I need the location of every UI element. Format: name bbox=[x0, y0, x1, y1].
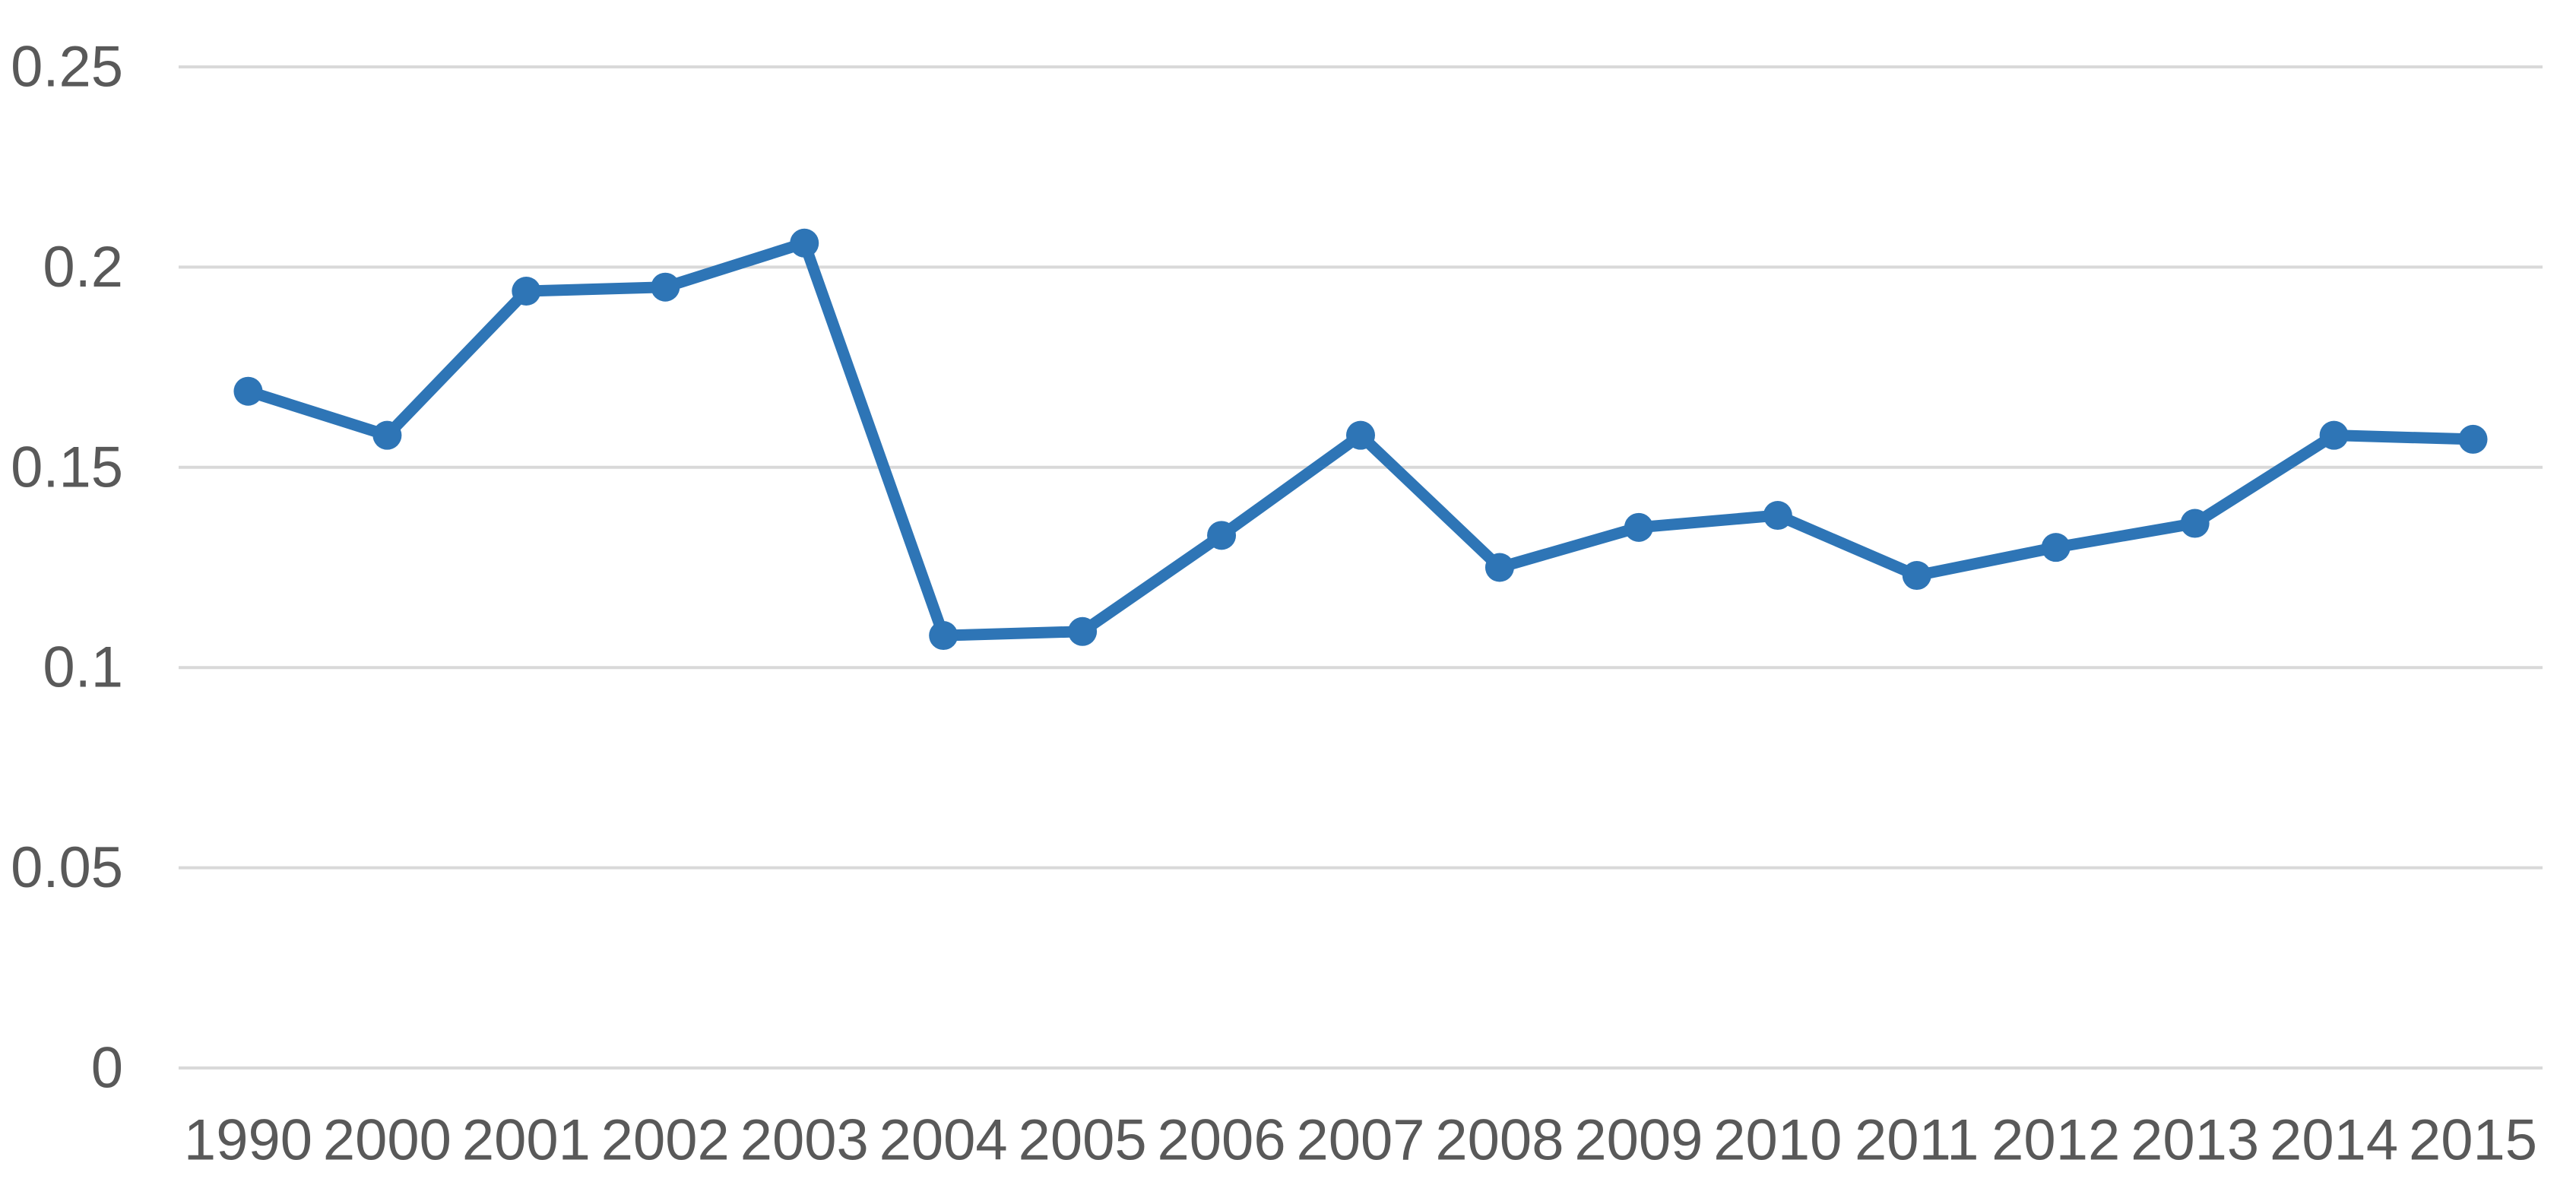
data-point-marker bbox=[1484, 553, 1514, 582]
gridlines-group bbox=[179, 65, 2543, 1069]
data-point-marker bbox=[2319, 420, 2349, 450]
y-axis-tick-labels: 0 0.05 0.1 0.15 0.2 0.25 bbox=[11, 35, 123, 1101]
data-point-marker bbox=[1763, 501, 1792, 531]
x-axis-tick-label: 2007 bbox=[1296, 1108, 1424, 1173]
x-axis-tick-label: 2013 bbox=[2131, 1108, 2259, 1173]
data-point-marker bbox=[512, 277, 541, 306]
data-point-marker bbox=[372, 420, 402, 450]
x-axis-tick-label: 2015 bbox=[2409, 1108, 2537, 1173]
x-axis-tick-label: 2010 bbox=[1713, 1108, 1842, 1173]
y-axis-tick-label: 0 bbox=[91, 1036, 123, 1101]
data-point-marker bbox=[1902, 561, 1931, 591]
x-axis-tick-label: 2012 bbox=[1991, 1108, 2120, 1173]
x-axis-tick-label: 2009 bbox=[1574, 1108, 1703, 1173]
data-point-marker bbox=[2180, 509, 2210, 538]
data-point-marker bbox=[1207, 521, 1237, 550]
y-axis-tick-label: 0.2 bbox=[43, 235, 123, 299]
x-axis-tick-label: 2002 bbox=[601, 1108, 730, 1173]
y-axis-tick-label: 0.15 bbox=[11, 435, 123, 499]
data-series-group bbox=[233, 228, 2488, 651]
x-axis-tick-label: 2006 bbox=[1158, 1108, 1286, 1173]
x-axis-tick-label: 2004 bbox=[879, 1108, 1008, 1173]
data-point-marker bbox=[2458, 424, 2488, 454]
y-axis-tick-label: 0.1 bbox=[43, 635, 123, 700]
data-point-marker bbox=[233, 376, 263, 406]
data-point-marker bbox=[1346, 420, 1375, 450]
data-point-marker bbox=[1624, 512, 1653, 542]
data-point-marker bbox=[1068, 616, 1098, 646]
data-point-marker bbox=[651, 272, 680, 302]
x-axis-tick-label: 2008 bbox=[1435, 1108, 1564, 1173]
y-axis-tick-label: 0.05 bbox=[11, 835, 123, 900]
data-point-marker bbox=[790, 228, 819, 258]
x-axis-tick-label: 1990 bbox=[184, 1108, 312, 1173]
x-axis-tick-label: 2005 bbox=[1019, 1108, 1147, 1173]
data-point-marker bbox=[929, 621, 958, 651]
x-axis-tick-label: 2011 bbox=[1855, 1108, 1979, 1173]
y-axis-tick-label: 0.25 bbox=[11, 35, 123, 100]
x-axis-tick-labels: 1990 2000 2001 2002 2003 2004 2005 2006 2007 2008… bbox=[184, 1108, 2537, 1173]
x-axis-tick-label: 2000 bbox=[323, 1108, 452, 1173]
x-axis-tick-label: 2014 bbox=[2270, 1108, 2398, 1173]
x-axis-tick-label: 2003 bbox=[740, 1108, 869, 1173]
x-axis-tick-label: 2001 bbox=[462, 1108, 591, 1173]
data-point-marker bbox=[2041, 533, 2071, 562]
